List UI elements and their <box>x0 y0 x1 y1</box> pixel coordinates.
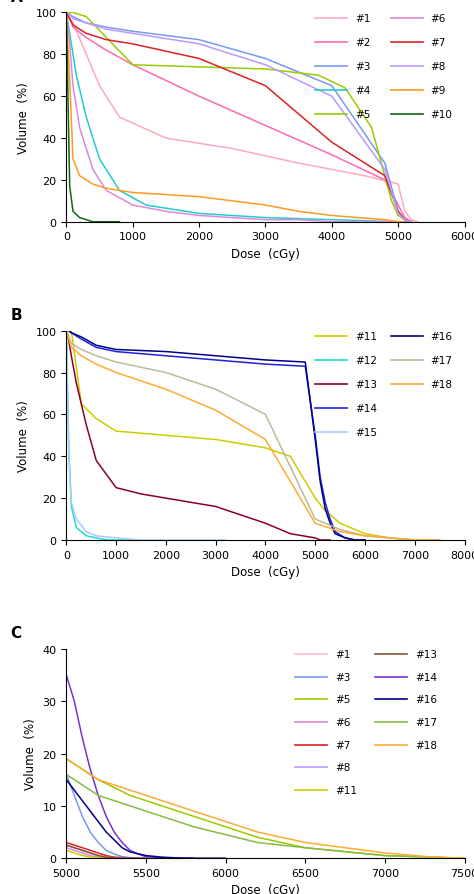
Text: A: A <box>10 0 22 5</box>
Text: #16: #16 <box>415 695 437 704</box>
Text: #4: #4 <box>355 86 370 96</box>
Text: #8: #8 <box>431 62 446 72</box>
Text: #17: #17 <box>431 356 453 366</box>
Y-axis label: Volume  (%): Volume (%) <box>17 82 30 154</box>
Text: #9: #9 <box>431 86 446 96</box>
Text: #16: #16 <box>431 332 453 342</box>
Text: #11: #11 <box>335 785 357 795</box>
Text: C: C <box>10 626 22 641</box>
Text: #3: #3 <box>335 672 350 682</box>
Text: #1: #1 <box>335 649 350 660</box>
Y-axis label: Volume  (%): Volume (%) <box>17 400 30 472</box>
Text: #7: #7 <box>431 38 446 47</box>
Text: #14: #14 <box>415 672 437 682</box>
Text: #10: #10 <box>431 110 453 120</box>
Text: #12: #12 <box>355 356 377 366</box>
Text: #6: #6 <box>431 13 446 23</box>
Text: #5: #5 <box>355 110 370 120</box>
Text: #15: #15 <box>355 427 377 438</box>
Text: #2: #2 <box>355 38 370 47</box>
Text: #13: #13 <box>415 649 437 660</box>
Text: B: B <box>10 308 22 323</box>
Text: #3: #3 <box>355 62 370 72</box>
X-axis label: Dose  (cGy): Dose (cGy) <box>231 883 300 894</box>
Text: #7: #7 <box>335 739 350 750</box>
Y-axis label: Volume  (%): Volume (%) <box>24 718 37 789</box>
Text: #5: #5 <box>335 695 350 704</box>
Text: #11: #11 <box>355 332 377 342</box>
Text: #6: #6 <box>335 717 350 727</box>
Text: #13: #13 <box>355 380 377 390</box>
Text: #8: #8 <box>335 763 350 772</box>
X-axis label: Dose  (cGy): Dose (cGy) <box>231 248 300 261</box>
X-axis label: Dose  (cGy): Dose (cGy) <box>231 566 300 578</box>
Text: #1: #1 <box>355 13 370 23</box>
Text: #17: #17 <box>415 717 437 727</box>
Text: #18: #18 <box>431 380 453 390</box>
Text: #18: #18 <box>415 739 437 750</box>
Text: #14: #14 <box>355 404 377 414</box>
